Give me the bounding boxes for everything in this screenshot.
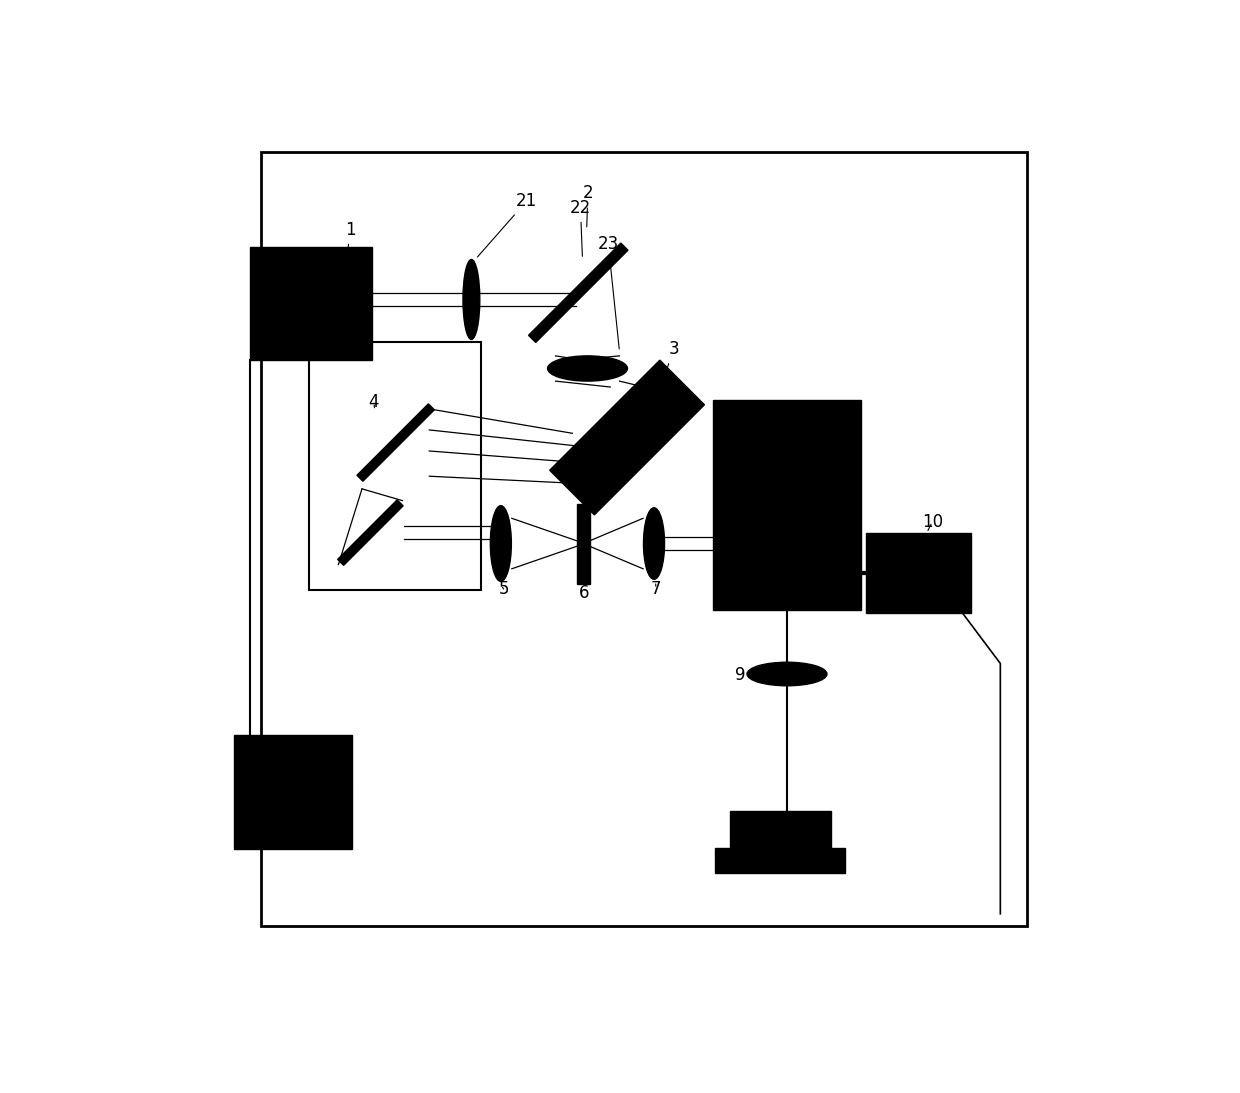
Text: 21: 21 xyxy=(477,192,537,257)
Text: 6: 6 xyxy=(579,585,589,602)
Bar xyxy=(250,247,372,361)
Text: 7: 7 xyxy=(651,580,661,598)
Ellipse shape xyxy=(746,662,827,685)
Text: 3: 3 xyxy=(662,340,680,385)
Bar xyxy=(309,341,481,590)
Text: 22: 22 xyxy=(570,199,591,257)
Text: 4: 4 xyxy=(368,393,379,411)
Bar xyxy=(357,404,434,481)
Bar xyxy=(234,734,352,848)
Bar xyxy=(715,848,846,873)
Text: 8: 8 xyxy=(770,402,781,451)
Bar xyxy=(866,533,971,613)
Text: 9: 9 xyxy=(735,666,753,684)
Text: 10: 10 xyxy=(921,513,942,531)
Text: 2: 2 xyxy=(583,185,593,227)
Bar xyxy=(549,360,704,515)
Bar xyxy=(713,400,861,610)
Bar xyxy=(337,500,403,565)
Ellipse shape xyxy=(644,508,665,579)
Text: 11: 11 xyxy=(734,834,755,853)
Ellipse shape xyxy=(463,259,480,340)
Bar xyxy=(528,243,627,342)
Bar xyxy=(577,504,590,584)
Text: 5: 5 xyxy=(498,580,508,598)
Bar xyxy=(730,811,831,861)
Text: 1: 1 xyxy=(345,221,356,268)
Ellipse shape xyxy=(548,356,627,381)
Ellipse shape xyxy=(490,506,511,581)
Text: 12: 12 xyxy=(315,749,346,823)
Text: 23: 23 xyxy=(598,235,619,349)
